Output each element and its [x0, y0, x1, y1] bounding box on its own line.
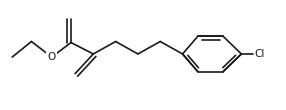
- Text: Cl: Cl: [255, 49, 265, 59]
- Text: O: O: [47, 52, 56, 62]
